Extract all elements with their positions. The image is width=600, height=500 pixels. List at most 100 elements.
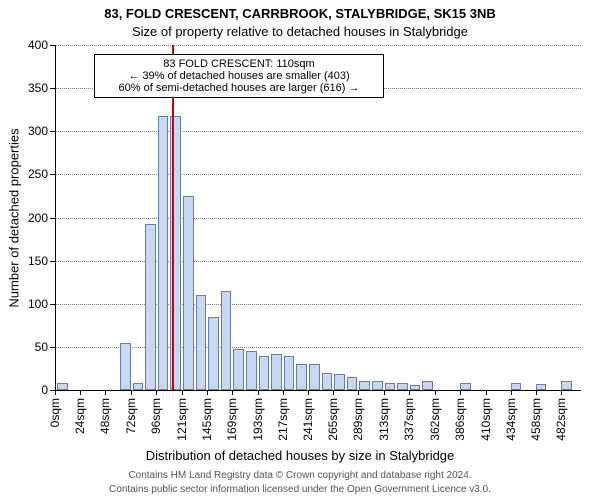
- xtick-label: 241sqm: [301, 398, 315, 441]
- histogram-bar: [561, 381, 572, 390]
- ytick-label: 250: [23, 167, 48, 181]
- histogram-bar: [322, 373, 333, 390]
- annotation-line-1: 83 FOLD CRESCENT: 110sqm: [101, 58, 377, 70]
- xtick-label: 193sqm: [251, 398, 265, 441]
- xtick-label: 482sqm: [554, 398, 568, 441]
- chart-container: { "title": "83, FOLD CRESCENT, CARRBROOK…: [0, 0, 600, 500]
- ytick-mark: [50, 218, 55, 219]
- ytick-mark: [50, 88, 55, 89]
- footer-line-1: Contains HM Land Registry data © Crown c…: [0, 470, 600, 481]
- xtick-mark: [182, 390, 183, 395]
- xtick-mark: [207, 390, 208, 395]
- annotation-line-2: ← 39% of detached houses are smaller (40…: [101, 70, 377, 82]
- xtick-label: 458sqm: [529, 398, 543, 441]
- xtick-label: 145sqm: [200, 398, 214, 441]
- ytick-mark: [50, 131, 55, 132]
- ytick-mark: [50, 174, 55, 175]
- xtick-label: 410sqm: [479, 398, 493, 441]
- ytick-label: 300: [23, 124, 48, 138]
- xtick-label: 48sqm: [98, 398, 112, 434]
- y-axis-label: Number of detached properties: [7, 128, 22, 307]
- histogram-bar: [120, 343, 131, 390]
- xtick-mark: [258, 390, 259, 395]
- xtick-mark: [561, 390, 562, 395]
- gridline: [56, 347, 581, 348]
- annotation-box: 83 FOLD CRESCENT: 110sqm ← 39% of detach…: [94, 54, 384, 98]
- histogram-bar: [271, 354, 282, 390]
- histogram-bar: [196, 295, 207, 390]
- histogram-bar: [246, 351, 257, 390]
- histogram-bar: [347, 377, 358, 390]
- histogram-bar: [133, 383, 144, 390]
- xtick-mark: [536, 390, 537, 395]
- xtick-mark: [156, 390, 157, 395]
- histogram-bar: [334, 374, 345, 390]
- histogram-bar: [460, 383, 471, 390]
- histogram-bar: [536, 384, 547, 390]
- ytick-label: 200: [23, 211, 48, 225]
- histogram-bar: [284, 356, 295, 391]
- xtick-mark: [460, 390, 461, 395]
- histogram-bar: [385, 383, 396, 390]
- xtick-label: 265sqm: [326, 398, 340, 441]
- xtick-mark: [358, 390, 359, 395]
- chart-title: 83, FOLD CRESCENT, CARRBROOK, STALYBRIDG…: [0, 6, 600, 21]
- ytick-label: 50: [23, 340, 48, 354]
- xtick-mark: [333, 390, 334, 395]
- xtick-mark: [283, 390, 284, 395]
- xtick-label: 313sqm: [377, 398, 391, 441]
- histogram-bar: [208, 317, 219, 390]
- gridline: [56, 218, 581, 219]
- xtick-mark: [409, 390, 410, 395]
- histogram-bar: [296, 364, 307, 390]
- histogram-bar: [309, 364, 320, 390]
- xtick-label: 386sqm: [453, 398, 467, 441]
- gridline: [56, 261, 581, 262]
- ytick-mark: [50, 261, 55, 262]
- gridline: [56, 304, 581, 305]
- xtick-label: 362sqm: [428, 398, 442, 441]
- histogram-bar: [422, 381, 433, 390]
- xtick-label: 434sqm: [504, 398, 518, 441]
- gridline: [56, 45, 581, 46]
- ytick-label: 100: [23, 297, 48, 311]
- histogram-bar: [221, 291, 232, 390]
- histogram-bar: [511, 383, 522, 390]
- footer-line-2: Contains public sector information licen…: [0, 484, 600, 495]
- ytick-mark: [50, 304, 55, 305]
- xtick-label: 24sqm: [73, 398, 87, 434]
- ytick-mark: [50, 347, 55, 348]
- histogram-bar: [397, 383, 408, 390]
- gridline: [56, 131, 581, 132]
- x-axis-label: Distribution of detached houses by size …: [0, 448, 600, 463]
- ytick-label: 0: [23, 383, 48, 397]
- ytick-label: 400: [23, 38, 48, 52]
- ytick-label: 350: [23, 81, 48, 95]
- xtick-label: 0sqm: [48, 398, 62, 427]
- xtick-label: 96sqm: [149, 398, 163, 434]
- xtick-mark: [232, 390, 233, 395]
- xtick-label: 72sqm: [124, 398, 138, 434]
- xtick-mark: [131, 390, 132, 395]
- histogram-bar: [372, 381, 383, 390]
- chart-subtitle: Size of property relative to detached ho…: [0, 24, 600, 39]
- xtick-label: 289sqm: [351, 398, 365, 441]
- histogram-bar: [57, 383, 68, 390]
- histogram-bar: [359, 381, 370, 390]
- histogram-bar: [183, 196, 194, 390]
- xtick-mark: [105, 390, 106, 395]
- xtick-mark: [384, 390, 385, 395]
- histogram-bar: [410, 385, 421, 390]
- histogram-bar: [259, 356, 270, 391]
- ytick-mark: [50, 45, 55, 46]
- xtick-label: 121sqm: [175, 398, 189, 441]
- ytick-label: 150: [23, 254, 48, 268]
- xtick-mark: [308, 390, 309, 395]
- histogram-bar: [145, 224, 156, 390]
- annotation-line-3: 60% of semi-detached houses are larger (…: [101, 82, 377, 94]
- gridline: [56, 174, 581, 175]
- xtick-mark: [80, 390, 81, 395]
- xtick-label: 217sqm: [276, 398, 290, 441]
- histogram-bar: [158, 116, 169, 390]
- xtick-mark: [511, 390, 512, 395]
